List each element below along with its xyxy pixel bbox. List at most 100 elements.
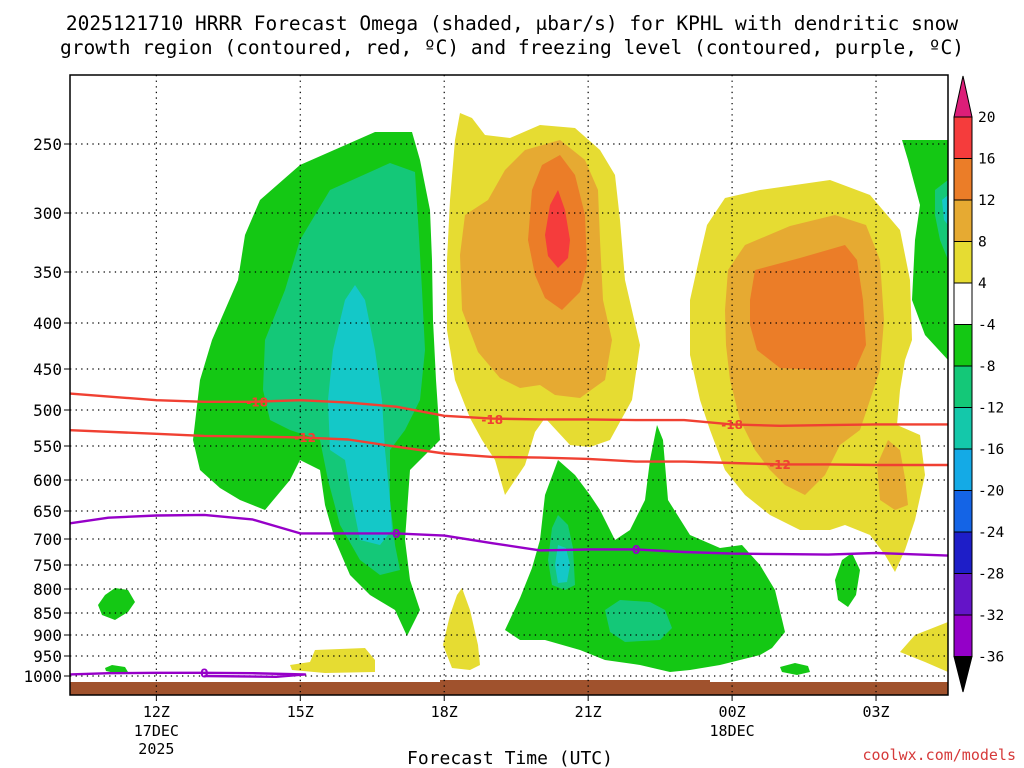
x-tick-label-15Z: 15Z — [287, 703, 314, 721]
x-tick-sublabel-18DEC: 18DEC — [710, 722, 755, 740]
colorbar-label-12: 12 — [978, 193, 995, 209]
omega-fill-minus12-top-right — [942, 195, 948, 225]
y-tick-label-850: 850 — [33, 604, 62, 623]
y-tick-label-800: 800 — [33, 580, 62, 599]
colorbar-label--20: -20 — [978, 484, 1004, 500]
colorbar-over-triangle — [953, 75, 973, 118]
colorbar-label--28: -28 — [978, 567, 1004, 583]
y-tick-label-700: 700 — [33, 530, 62, 549]
colorbar-label-16: 16 — [978, 152, 995, 168]
contour-line-2 — [69, 513, 949, 557]
credit-text: coolwx.com/models — [862, 746, 1016, 764]
y-tick-label-950: 950 — [33, 647, 62, 666]
x-axis-label: Forecast Time (UTC) — [407, 748, 613, 768]
omega-fill-minus4-sfc-blob1 — [105, 665, 128, 673]
contour-label-6: 0 — [632, 543, 640, 557]
y-tick-label-1000: 1000 — [23, 667, 62, 686]
plot-area: -18 -18 -18 -12 -12 0 0 0 — [69, 74, 949, 696]
y-tick-label-650: 650 — [33, 502, 62, 521]
colorbar-box-16 — [953, 158, 973, 201]
contour-label-5: 0 — [392, 527, 400, 541]
contour-label-1: -18 — [481, 413, 503, 427]
terrain-ground-bar — [70, 682, 948, 695]
omega-rising-region-20z — [447, 113, 640, 495]
omega-fill-plus4-sfc-15z — [290, 648, 375, 673]
y-tick-label-300: 300 — [33, 204, 62, 223]
omega-fill-plus4-near-sfc-18z — [443, 588, 480, 670]
y-tick-label-450: 450 — [33, 360, 62, 379]
omega-rising-region-01z — [690, 180, 925, 572]
colorbar-label-20: 20 — [978, 110, 995, 126]
y-tick-label-500: 500 — [33, 401, 62, 420]
colorbar-box-4 — [953, 282, 973, 325]
colorbar-box--4 — [953, 324, 973, 367]
x-tick-label-21Z: 21Z — [575, 703, 602, 721]
omega-sinking-small-features — [98, 140, 948, 675]
contour-line-1 — [69, 429, 948, 467]
contour-label-2: -18 — [721, 418, 743, 432]
y-tick-label-250: 250 — [33, 135, 62, 154]
x-tick-label-12Z: 12Z — [143, 703, 170, 721]
contour-label-7: 0 — [200, 666, 208, 680]
colorbar: 20 16 12 8 4 -4 -8 -12 -16 -20 -24 -28 -32 -36 — [953, 75, 1004, 693]
colorbar-label-8: 8 — [978, 235, 987, 251]
colorbar-box-8 — [953, 241, 973, 284]
terrain-ground-bump — [440, 680, 710, 683]
colorbar-label--16: -16 — [978, 442, 1004, 458]
x-tick-sublabel-2025: 2025 — [138, 740, 174, 758]
colorbar-label-4: 4 — [978, 276, 987, 292]
omega-fill-minus12-21z — [555, 545, 570, 583]
colorbar-label--24: -24 — [978, 525, 1004, 541]
omega-fill-plus16-20z — [545, 190, 570, 268]
omega-fill-minus4-21z — [505, 425, 785, 672]
omega-fill-minus4-east-blob — [835, 553, 860, 607]
colorbar-label--36: -36 — [978, 650, 1004, 666]
omega-sinking-region-21z — [505, 425, 785, 672]
y-tick-label-750: 750 — [33, 556, 62, 575]
y-tick-label-350: 350 — [33, 263, 62, 282]
x-tick-label-00Z: 00Z — [719, 703, 746, 721]
y-tick-label-400: 400 — [33, 314, 62, 333]
colorbar-box--8 — [953, 365, 973, 408]
colorbar-box--20 — [953, 490, 973, 533]
y-tick-label-550: 550 — [33, 437, 62, 456]
contour-lines — [69, 392, 949, 678]
y-tick-label-900: 900 — [33, 626, 62, 645]
chart-title-line1: 2025121710 HRRR Forecast Omega (shaded, … — [66, 12, 958, 35]
omega-fill-minus4-sfc-blob2 — [780, 663, 810, 675]
y-axis-ticks: 250 300 350 400 450 500 550 600 650 700 750 800 850 9… — [23, 135, 70, 686]
omega-fill-plus12-01z — [750, 245, 866, 370]
colorbar-box-20 — [953, 116, 973, 159]
x-tick-label-18Z: 18Z — [431, 703, 458, 721]
contour-line-0 — [69, 392, 948, 427]
colorbar-label--4: -4 — [978, 318, 996, 334]
omega-fill-minus8-21z — [548, 515, 672, 642]
colorbar-box-12 — [953, 199, 973, 242]
x-tick-label-03Z: 03Z — [862, 703, 889, 721]
omega-fill-minus12-15z — [328, 285, 392, 545]
plot-frame — [69, 74, 949, 696]
contour-labels: -18 -18 -18 -12 -12 0 0 0 — [200, 395, 791, 680]
colorbar-box--12 — [953, 407, 973, 450]
contour-label-3: -12 — [294, 431, 316, 445]
contour-label-0: -18 — [246, 395, 268, 409]
omega-sinking-region-15z — [193, 132, 440, 636]
colorbar-box--32 — [953, 614, 973, 657]
colorbar-under-triangle — [953, 656, 973, 693]
colorbar-label--8: -8 — [978, 359, 995, 375]
colorbar-box--24 — [953, 531, 973, 574]
x-tick-sublabel-17DEC: 17DEC — [134, 722, 179, 740]
omega-fill-plus4-sfc-03z — [900, 622, 948, 672]
colorbar-box--28 — [953, 573, 973, 616]
contour-line-3 — [69, 671, 307, 678]
contour-label-4: -12 — [769, 458, 791, 472]
colorbar-label--32: -32 — [978, 608, 1004, 624]
colorbar-label--12: -12 — [978, 401, 1004, 417]
omega-fill-minus4-west-blob — [98, 588, 135, 620]
colorbar-box--16 — [953, 448, 973, 491]
y-tick-label-600: 600 — [33, 471, 62, 490]
chart-title-line2: growth region (contoured, red, ºC) and f… — [60, 36, 964, 59]
omega-rising-small-features — [290, 588, 948, 673]
